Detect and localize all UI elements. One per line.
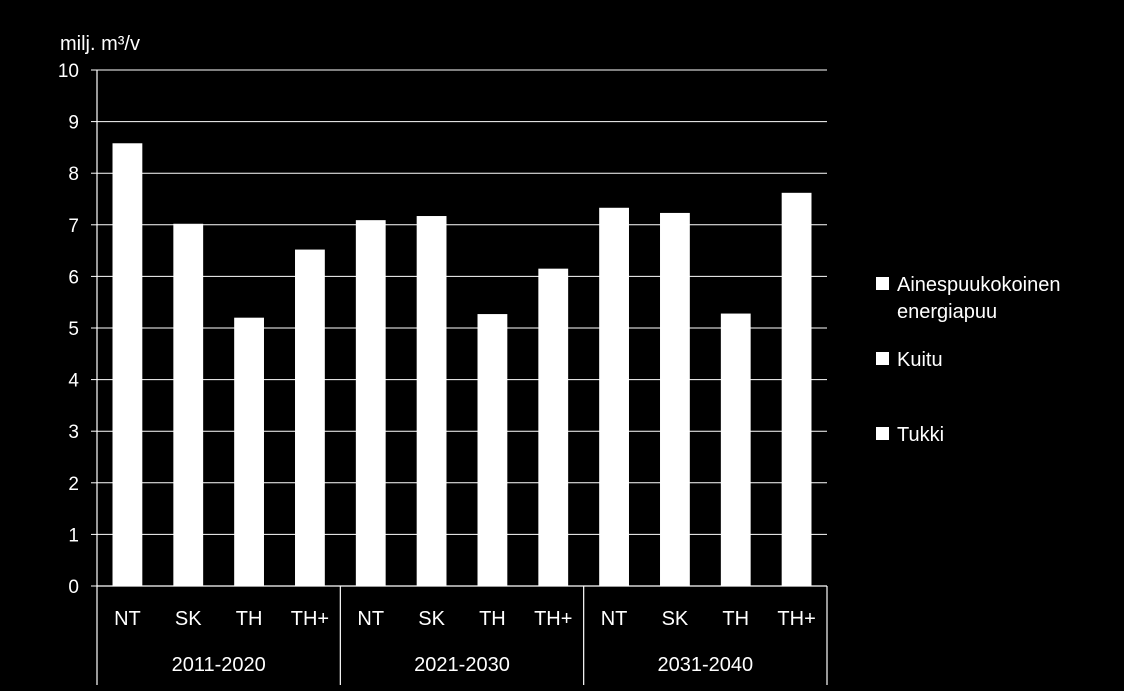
y-tick-label: 9 [68, 113, 79, 134]
y-tick-label: 2 [68, 474, 79, 495]
y-tick-label: 10 [58, 61, 79, 82]
legend-swatch [876, 277, 889, 290]
x-category-label: SK [175, 608, 202, 630]
legend-item-ainespuukokoinen-energiapuu: Ainespuukokoinen energiapuu [876, 272, 1107, 326]
x-axis: NT SK TH TH+ NT SK TH TH+ NT SK TH TH+ 2011-2020 2021… [96, 70, 828, 685]
legend-swatch [876, 427, 889, 440]
legend-label: Tukki [897, 424, 945, 446]
legend-item-kuitu: Kuitu [876, 347, 1107, 374]
bar [295, 249, 325, 586]
y-tick-label: 1 [68, 525, 79, 546]
y-axis-ticks: 0 1 2 3 4 5 6 7 8 9 10 [58, 61, 97, 598]
x-category-label: TH+ [777, 608, 815, 630]
x-category-label: NT [114, 608, 141, 630]
x-category-label: TH+ [291, 608, 329, 630]
y-tick-label: 7 [68, 216, 79, 237]
bar [720, 313, 751, 586]
x-category-label: TH [236, 608, 263, 630]
bar [538, 268, 569, 586]
grid-lines [97, 69, 827, 535]
y-tick-label: 8 [68, 164, 79, 185]
bar [234, 317, 264, 586]
legend-item-tukki: Tukki [876, 422, 1107, 449]
bar [355, 220, 386, 586]
x-group-label: 2031-2040 [658, 654, 754, 676]
bar [660, 212, 690, 586]
x-category-label: TH [722, 608, 749, 630]
y-tick-label: 0 [68, 577, 79, 598]
x-category-label: SK [418, 608, 445, 630]
bar [416, 216, 447, 586]
x-category-label: SK [662, 608, 689, 630]
x-group-label: 2021-2030 [414, 654, 510, 676]
x-category-label: NT [357, 608, 384, 630]
bar [112, 143, 143, 586]
bar [477, 314, 508, 586]
bar [599, 207, 629, 586]
x-category-label: TH [479, 608, 506, 630]
y-axis-title: milj. m³/v [60, 33, 140, 55]
y-tick-label: 5 [68, 319, 79, 340]
y-tick-label: 3 [68, 422, 79, 443]
legend-label: Kuitu [897, 349, 943, 371]
legend-label: Ainespuukokoinen energiapuu [897, 274, 1061, 323]
bar [173, 223, 204, 586]
x-category-label: NT [601, 608, 628, 630]
bars [112, 143, 812, 587]
x-group-label: 2011-2020 [172, 654, 266, 676]
bar [781, 192, 812, 587]
y-tick-label: 4 [68, 371, 79, 392]
x-category-label: TH+ [534, 608, 572, 630]
y-tick-label: 6 [68, 267, 79, 288]
legend-swatch [876, 352, 889, 365]
